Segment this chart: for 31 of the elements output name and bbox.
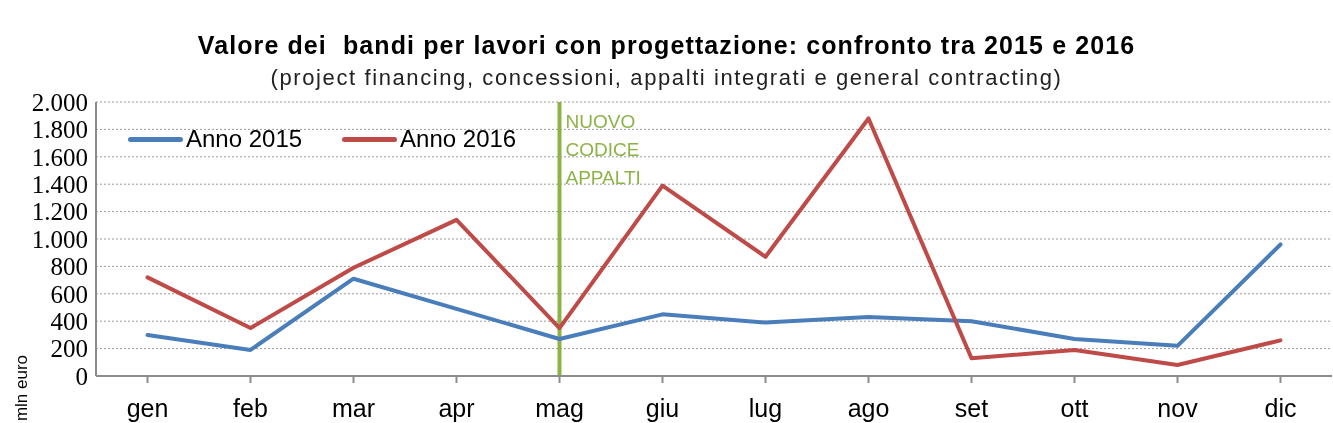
legend-label: Anno 2015 — [186, 125, 303, 153]
y-tick-label: 600 — [50, 280, 88, 308]
y-axis-title: mln euro — [12, 354, 32, 422]
y-tick-label: 800 — [50, 253, 88, 281]
y-tick-label: 2.000 — [31, 88, 88, 116]
x-tick-label: dic — [1264, 393, 1297, 422]
x-tick-label: lug — [748, 393, 783, 422]
x-tick-label: feb — [233, 393, 268, 422]
y-tick-label: 1.400 — [31, 171, 88, 199]
y-tick-label: 1.200 — [31, 198, 88, 226]
line-series — [145, 242, 1283, 352]
x-tick-label: giu — [645, 393, 680, 422]
x-tick-label: ago — [847, 393, 890, 422]
ref-line-label: NUOVO CODICE APPALTI — [565, 111, 641, 188]
line-series — [145, 116, 1283, 368]
chart-title: Valore dei bandi per lavori con progettazione: confronto tra 2015 e 2016 — [196, 31, 1137, 60]
x-tick-label: mar — [331, 393, 376, 422]
x-tick-label: nov — [1157, 393, 1199, 422]
x-tick-label: set — [954, 393, 989, 422]
y-tick-label: 0 — [75, 362, 88, 390]
x-tick-label: ott — [1060, 393, 1089, 422]
legend-label: Anno 2016 — [400, 125, 517, 153]
y-tick-label: 400 — [50, 308, 88, 336]
chart-subtitle: (project financing, concessioni, appalti integrati e general contracting) — [270, 65, 1063, 90]
y-tick-label: 200 — [50, 335, 88, 363]
x-tick-label: gen — [126, 393, 169, 422]
y-tick-label: 1.800 — [31, 116, 88, 144]
y-tick-label: 1.000 — [31, 225, 88, 253]
x-tick-label: apr — [438, 393, 475, 422]
x-tick-label: mag — [535, 393, 584, 422]
y-tick-label: 1.600 — [31, 143, 88, 171]
